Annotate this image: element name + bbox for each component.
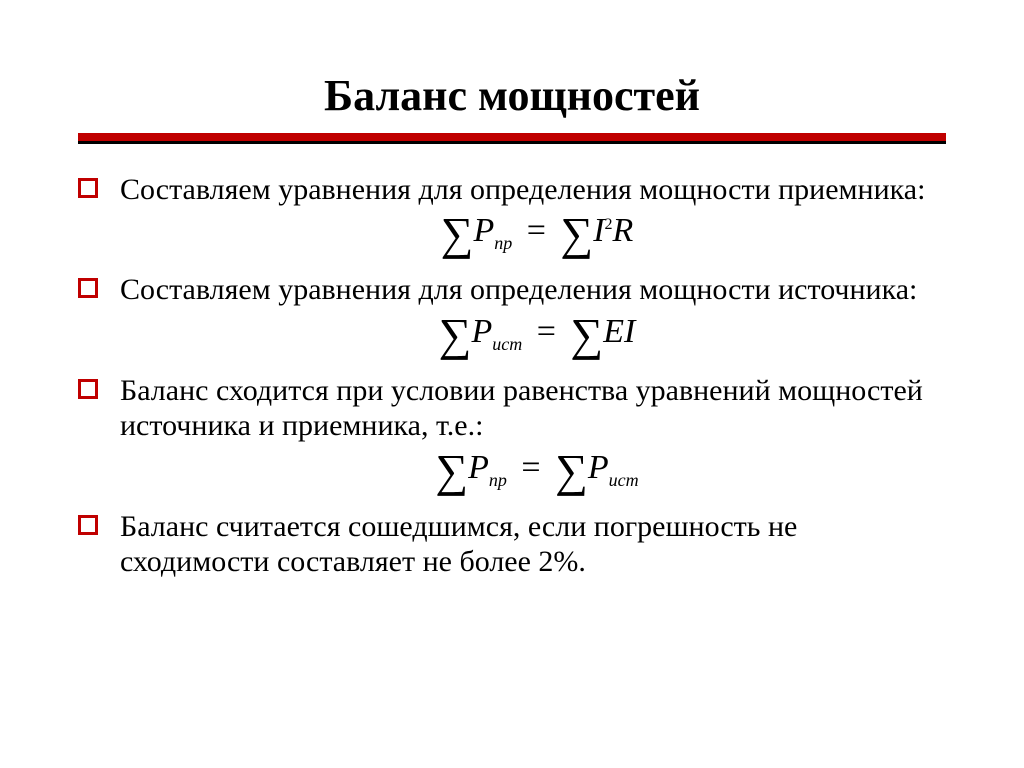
sigma-icon: ∑ xyxy=(570,317,603,354)
sigma-icon: ∑ xyxy=(555,453,588,490)
bullet-item: Баланс сходится при условии равенства ур… xyxy=(70,373,954,491)
sigma-icon: ∑ xyxy=(435,453,468,490)
title-underline xyxy=(78,133,946,144)
bullet-item: Баланс считается сошедшимся, если погреш… xyxy=(70,509,954,580)
bullet-text: Составляем уравнения для определения мощ… xyxy=(120,273,917,306)
bullet-item: Составляем уравнения для определения мощ… xyxy=(70,272,954,354)
formula-receiver-power: ∑Pпр = ∑I2R xyxy=(120,211,954,254)
bullet-text: Баланс считается сошедшимся, если погреш… xyxy=(120,510,797,578)
slide: Баланс мощностей Составляем уравнения дл… xyxy=(0,0,1024,768)
sigma-icon: ∑ xyxy=(441,216,474,253)
sigma-icon: ∑ xyxy=(439,317,472,354)
bullet-list: Составляем уравнения для определения мощ… xyxy=(70,172,954,579)
formula-balance-equality: ∑Pпр = ∑Pист xyxy=(120,448,954,491)
formula-source-power: ∑Pист = ∑EI xyxy=(120,312,954,355)
sigma-icon: ∑ xyxy=(560,216,593,253)
bullet-text: Составляем уравнения для определения мощ… xyxy=(120,173,925,206)
bullet-text: Баланс сходится при условии равенства ур… xyxy=(120,374,923,442)
slide-title: Баланс мощностей xyxy=(70,70,954,121)
bullet-item: Составляем уравнения для определения мощ… xyxy=(70,172,954,254)
